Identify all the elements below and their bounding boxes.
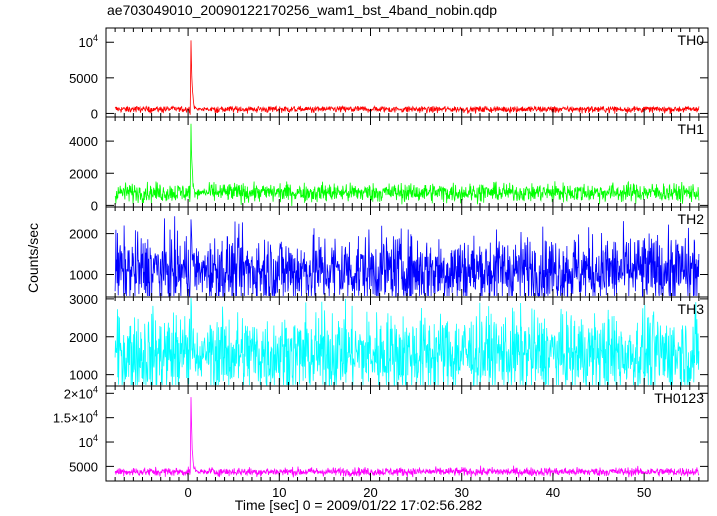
panel-frame-th0 [105, 27, 709, 118]
y-tick-label: 3000 [69, 292, 98, 307]
panel-label-th0: TH0 [678, 32, 705, 48]
y-tick-label: 104 [79, 33, 98, 50]
y-tick-label: 2000 [69, 166, 98, 181]
panel-frame-th0123 [105, 385, 709, 482]
y-tick-label: 1.5×104 [53, 409, 98, 426]
y-tick-label: 2×104 [64, 384, 98, 401]
y-tick-label: 1000 [69, 368, 98, 383]
y-tick-label: 2000 [69, 227, 98, 242]
x-tick-label: 40 [546, 485, 560, 500]
x-axis-label: Time [sec] 0 = 2009/01/22 17:02:56.282 [234, 497, 483, 513]
y-tick-label: 0 [91, 198, 98, 213]
y-tick-label: 2000 [69, 330, 98, 345]
series-line-th3 [114, 297, 700, 386]
y-tick-label: 1000 [69, 268, 98, 283]
y-tick-label: 5000 [69, 459, 98, 474]
y-axis-label: Counts/sec [25, 222, 41, 294]
y-tick-label: 5000 [69, 71, 98, 86]
x-tick-label: 50 [637, 485, 651, 500]
panel-label-th0123: TH0123 [654, 390, 704, 406]
x-tick-label: 20 [363, 485, 377, 500]
series-line-th2 [114, 216, 700, 297]
series-line-th0 [114, 40, 700, 115]
x-tick-label: 30 [454, 485, 468, 500]
series-line-th1 [114, 123, 700, 207]
panel-label-th3: TH3 [678, 301, 705, 317]
chart-title: ae703049010_20090122170256_wam1_bst_4ban… [107, 2, 498, 18]
panel-label-th1: TH1 [678, 121, 705, 137]
y-tick-label: 0 [91, 106, 98, 121]
panel-label-th2: TH2 [678, 211, 705, 227]
x-tick-label: 10 [272, 485, 286, 500]
y-tick-label: 4000 [69, 134, 98, 149]
y-tick-label: 104 [79, 433, 98, 450]
x-tick-label: 0 [184, 485, 191, 500]
series-line-th0123 [114, 397, 700, 478]
